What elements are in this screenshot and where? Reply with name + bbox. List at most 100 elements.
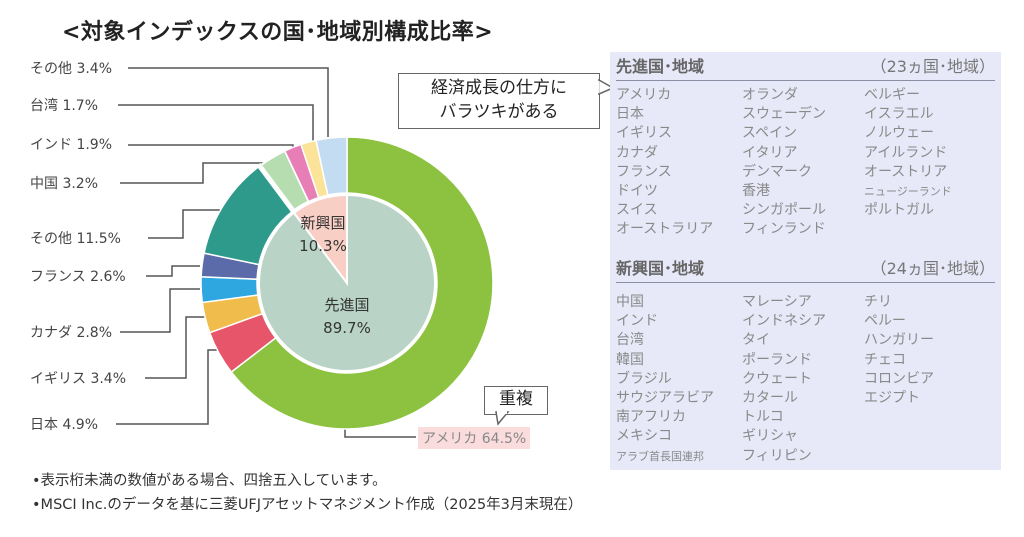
country-item: 韓国 xyxy=(616,351,644,368)
country-item: 台湾 xyxy=(616,332,644,349)
leader-line xyxy=(118,104,314,143)
outer-slice-アメリカ xyxy=(230,136,494,430)
leader-line xyxy=(120,288,200,333)
slice-label: 日本 4.9% xyxy=(30,417,99,433)
slice-label: 台湾 1.7% xyxy=(30,98,99,114)
leader-line xyxy=(128,67,329,137)
leader-lines xyxy=(116,67,416,438)
country-item: チェコ xyxy=(864,351,906,368)
slice-label: フランス 2.6% xyxy=(30,269,126,285)
emerging-column: 中国インド台湾韓国ブラジルサウジアラビア 南アフリカメキシコアラブ首長国連邦 xyxy=(616,293,714,466)
overlap-label: 重複 xyxy=(499,389,533,409)
inner-labels: 先進国 89.7% 新興国 10.3% xyxy=(299,214,371,337)
segment-gap xyxy=(256,162,296,213)
slice-label: その他 3.4% xyxy=(30,61,113,77)
country-item: フィリピン xyxy=(742,447,812,464)
emerging-column: マレーシア インドネシア タイ ポーランド クウェート カタール トルコ ギリシャ フィリピン xyxy=(742,293,826,466)
emerging-header: 新興国･地域 （24ヵ国･地域） xyxy=(616,258,995,283)
country-item: オーストリア xyxy=(864,163,948,180)
leader-line xyxy=(120,162,272,184)
inner-name: 先進国 xyxy=(324,296,369,314)
footnote: •MSCI Inc.のデータを基に三菱UFJアセットマネジメント作成（2025年… xyxy=(32,497,583,513)
country-item: 日本 xyxy=(616,106,644,123)
country-item: 南アフリカ xyxy=(616,409,686,426)
country-item: ハンガリー xyxy=(864,332,934,349)
inner-label: 89.7% xyxy=(323,319,371,337)
outer-ring xyxy=(200,136,494,430)
country-item: フィンランド xyxy=(742,221,826,238)
leader-line xyxy=(146,265,200,277)
country-item: イスラエル xyxy=(864,106,934,123)
country-item: コロンビア xyxy=(864,370,934,387)
inner-pie xyxy=(258,193,436,372)
developed-header: 先進国･地域 （23ヵ国･地域） xyxy=(616,56,995,81)
country-item: アメリカ xyxy=(616,87,672,103)
country-list-panel: 先進国･地域 （23ヵ国･地域） アメリカ日本イギリスカナダフランスドイツスイス… xyxy=(610,52,1001,470)
country-item: イタリア xyxy=(742,144,798,161)
inner-label: 10.3% xyxy=(299,237,347,255)
country-item: トルコ xyxy=(742,409,784,426)
leader-line xyxy=(128,144,294,152)
slice-label: イギリス 3.4% xyxy=(30,371,127,387)
footnote: •表示桁未満の数値がある場合、四捨五入しています。 xyxy=(32,473,387,489)
country-item: ギリシャ xyxy=(742,428,798,445)
country-item: ブラジル xyxy=(616,370,672,387)
country-item: ニュージーランド xyxy=(864,185,952,199)
slice-label: その他 11.5% xyxy=(30,231,121,247)
developed-column: ベルギーイスラエルノルウェーアイルランド オーストリア ニュージーランド ポルトガル xyxy=(864,86,952,220)
country-item: ポルトガル xyxy=(864,202,934,219)
country-item: 中国 xyxy=(616,294,644,310)
developed-column: アメリカ日本イギリスカナダフランスドイツスイスオーストラリア xyxy=(616,86,713,240)
variation-callout: 経済成長の仕方に バラツキがある xyxy=(398,73,600,129)
inner-slice-新興国 xyxy=(292,193,348,286)
country-item: エジプト xyxy=(864,390,920,407)
country-item: イギリス xyxy=(616,125,672,142)
country-item: アイルランド xyxy=(864,144,948,161)
overlap-callout: 重複 xyxy=(484,386,548,415)
country-item: マレーシア xyxy=(742,294,812,310)
country-item: チリ xyxy=(864,294,892,310)
callout-tail xyxy=(596,78,615,96)
country-item: ポーランド xyxy=(742,351,812,368)
developed-column: オランダスウェーデン スペインイタリアデンマーク香港シンガポール フィンランド xyxy=(742,86,826,240)
slice-label: アメリカ 64.5% xyxy=(418,427,531,449)
slice-label: インド 1.9% xyxy=(30,137,113,153)
country-item: スイス xyxy=(616,202,658,219)
country-item: アラブ首長国連邦 xyxy=(616,449,704,463)
developed-count: （23ヵ国･地域） xyxy=(870,57,995,76)
outer-slice-その他 xyxy=(315,136,348,196)
callout-line: バラツキがある xyxy=(439,102,559,122)
country-item: デンマーク xyxy=(742,163,812,180)
country-item: カナダ xyxy=(616,144,658,161)
inner-name: 新興国 xyxy=(300,214,345,232)
country-item: メキシコ xyxy=(616,428,672,445)
country-item: フランス xyxy=(616,163,672,180)
slice-label: 中国 3.2% xyxy=(30,176,99,192)
callout-line: 経済成長の仕方に xyxy=(431,78,567,98)
leader-line xyxy=(116,349,222,425)
country-item: サウジアラビア xyxy=(616,390,714,407)
country-item: カタール xyxy=(742,390,798,407)
country-item: オランダ xyxy=(742,87,798,103)
country-item: ノルウェー xyxy=(864,125,934,142)
leader-line xyxy=(148,209,225,239)
country-item: タイ xyxy=(742,332,770,349)
slice-label: カナダ 2.8% xyxy=(30,325,113,341)
country-item: インドネシア xyxy=(742,313,826,330)
country-item: スペイン xyxy=(742,125,798,142)
developed-heading: 先進国･地域 xyxy=(616,57,705,76)
country-item: ベルギー xyxy=(864,87,920,103)
country-item: ドイツ xyxy=(616,183,658,200)
country-item: インド xyxy=(616,313,658,330)
page-title: <対象インデックスの国･地域別構成比率> xyxy=(62,20,494,45)
country-item: オーストラリア xyxy=(616,221,714,238)
emerging-heading: 新興国･地域 xyxy=(616,259,705,278)
country-item: シンガポール xyxy=(742,202,826,219)
country-item: スウェーデン xyxy=(742,106,826,123)
emerging-count: （24ヵ国･地域） xyxy=(870,259,995,278)
leader-line xyxy=(145,316,210,379)
country-item: ペルー xyxy=(864,313,906,330)
overlap-callout-tail xyxy=(495,411,510,426)
country-item: 香港 xyxy=(742,183,770,200)
